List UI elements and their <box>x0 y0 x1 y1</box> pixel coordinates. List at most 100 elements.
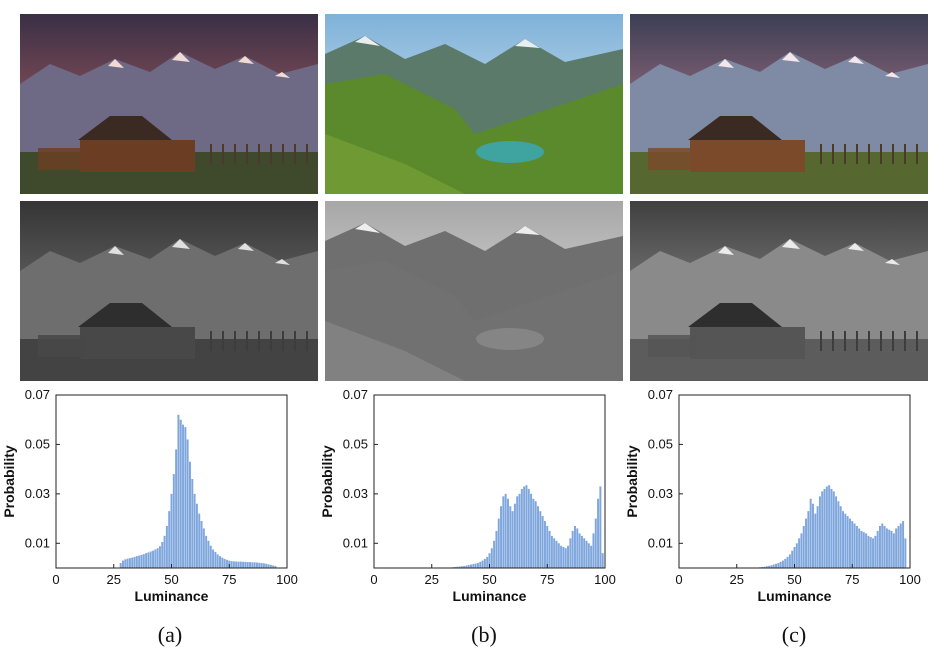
histogram-bar <box>202 528 205 568</box>
y-tick-label: 0.03 <box>25 486 50 501</box>
histogram-bar <box>513 503 516 568</box>
histogram-bar <box>534 501 537 568</box>
histogram-bar <box>779 561 782 568</box>
histogram-bar <box>537 506 539 568</box>
x-tick-label: 50 <box>164 572 178 587</box>
photo-gray-a <box>20 201 318 381</box>
x-tick-label: 25 <box>730 572 744 587</box>
histogram-bar <box>506 498 509 568</box>
y-tick-label: 0.07 <box>648 387 673 402</box>
histogram-bar <box>458 566 461 568</box>
x-tick-label: 75 <box>845 572 859 587</box>
histogram-bar <box>223 558 226 568</box>
histogram-bar <box>821 491 824 568</box>
histogram-bar <box>175 449 178 568</box>
histogram-bar <box>195 503 198 568</box>
histogram-bar <box>483 558 486 568</box>
mountain-barn-enhanced-grayscale-photo <box>630 201 928 381</box>
histogram-bar <box>154 549 157 568</box>
histogram-bar <box>775 563 778 568</box>
histogram-c: 0 25 50 75 100 0.01 0.03 0.05 0.07 Luminance Proba… <box>623 385 933 615</box>
histogram-bar <box>465 565 468 568</box>
histogram-bar <box>530 493 533 568</box>
histogram-bar <box>772 564 775 568</box>
histogram-bar <box>145 553 148 568</box>
histogram-bar <box>878 525 881 568</box>
histogram-bar <box>138 555 141 568</box>
histogram-bar <box>532 498 535 568</box>
histogram-bar <box>172 474 175 568</box>
histogram-bar <box>832 491 835 568</box>
histogram-bar <box>855 525 858 568</box>
histogram-bar <box>897 525 900 568</box>
histogram-bar <box>798 538 801 568</box>
histogram-bar <box>518 493 521 568</box>
histogram-bar <box>509 506 512 568</box>
histogram-bar <box>583 538 586 568</box>
histogram-bar <box>823 488 826 568</box>
histogram-bar <box>885 528 888 568</box>
histogram-bar <box>216 554 219 568</box>
histogram-bar <box>119 563 122 568</box>
histogram-bar <box>784 558 787 568</box>
histogram-bar <box>481 560 484 568</box>
histogram-bar <box>781 560 784 568</box>
photo-gray-c <box>630 201 928 381</box>
histogram-bar <box>597 498 600 568</box>
y-tick-label: 0.03 <box>648 486 673 501</box>
histogram-a: 0 25 50 75 100 0.01 0.03 0.05 0.07 Luminance Proba… <box>0 385 310 615</box>
histogram-bar <box>516 496 519 568</box>
histogram-bar <box>267 564 270 568</box>
histogram-bar <box>182 424 185 568</box>
histogram-bar <box>502 496 505 568</box>
histogram-bar <box>904 538 907 568</box>
histogram-bar <box>523 486 526 568</box>
histogram-bar <box>809 498 812 568</box>
histogram-bar <box>219 556 221 568</box>
histogram-bar <box>142 554 145 568</box>
histogram-bar <box>592 533 595 568</box>
histogram-bar <box>851 521 854 568</box>
y-axis-label: Probability <box>1 445 17 518</box>
histogram-bar <box>269 564 272 568</box>
alpine-valley-grayscale-photo <box>325 201 623 381</box>
histogram-bar <box>272 565 275 568</box>
y-axis-label: Probability <box>319 445 335 518</box>
histogram-bar <box>163 535 166 568</box>
caption-c: (c) <box>781 622 807 647</box>
histogram-bar <box>193 493 196 568</box>
histogram-bar <box>601 553 604 568</box>
histogram-bar <box>844 513 847 568</box>
histogram-bar <box>149 551 152 568</box>
histogram-bar <box>221 557 224 568</box>
histogram-bar <box>869 537 872 568</box>
histogram-bar <box>550 535 553 568</box>
histogram-bar <box>835 496 838 568</box>
histogram-bar <box>472 564 475 568</box>
histogram-bar <box>881 523 884 568</box>
histogram-bar <box>837 501 840 568</box>
x-tick-label: 0 <box>675 572 682 587</box>
histogram-bar <box>463 566 466 568</box>
histogram-bar <box>161 542 164 568</box>
histogram-bar <box>184 427 187 568</box>
histogram-bar <box>274 566 277 568</box>
x-axis-label: Luminance <box>453 588 527 604</box>
histogram-bar <box>842 511 844 568</box>
histogram-bar <box>874 535 877 568</box>
histogram-bar <box>555 540 558 568</box>
histogram-bar <box>539 511 542 568</box>
histogram-bar <box>474 563 477 568</box>
x-tick-label: 100 <box>594 572 616 587</box>
histogram-bar <box>255 562 258 568</box>
histogram-bar <box>209 545 212 568</box>
histogram-bar <box>811 503 814 568</box>
histogram-bar <box>527 488 530 568</box>
y-tick-label: 0.07 <box>343 387 368 402</box>
histogram-bar <box>807 511 810 568</box>
histogram-bar <box>560 545 563 568</box>
histogram-bar <box>205 535 208 568</box>
histogram-bar <box>230 561 233 568</box>
histogram-bar <box>788 554 791 568</box>
histogram-bar <box>497 518 500 568</box>
